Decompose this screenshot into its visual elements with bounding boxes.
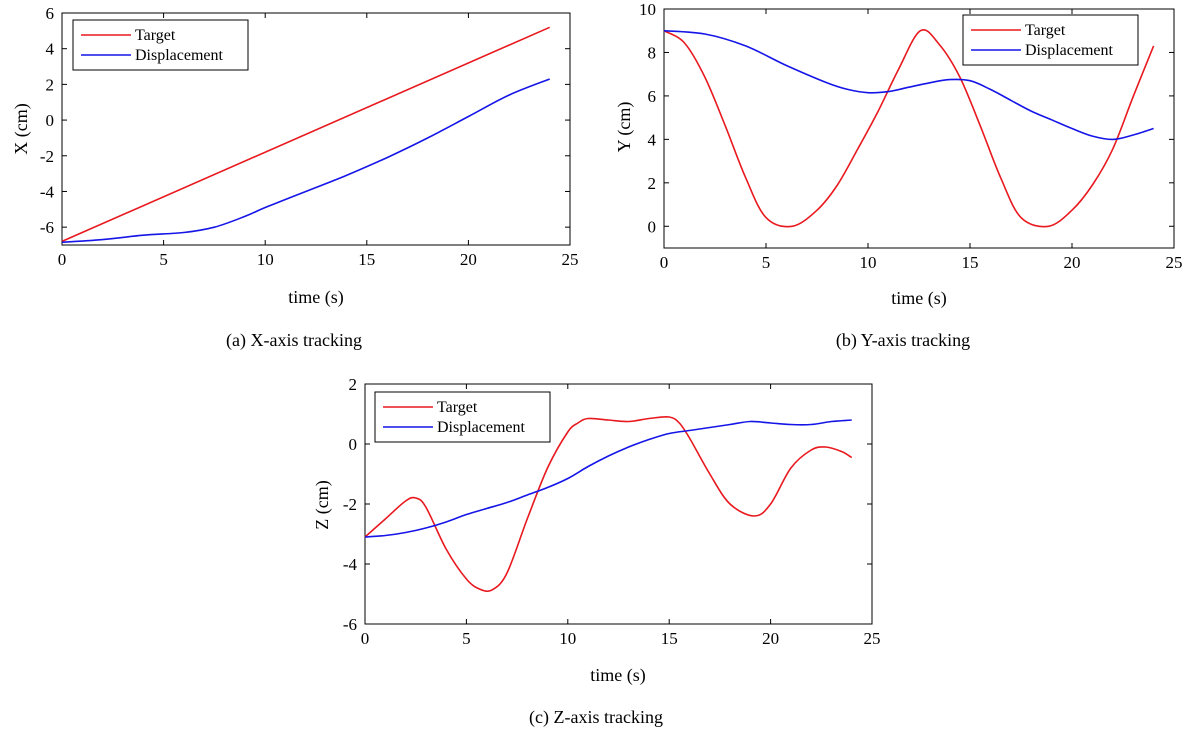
y-tick-label-y: 10 xyxy=(639,0,656,19)
panel-z-axis-tracking: 0 5 10 15 20 25 -6 -4 -2 0 2 Target Displacement tim… xyxy=(312,375,881,728)
series-line-displacement-z xyxy=(364,419,852,538)
series-line-target-y xyxy=(663,29,1155,228)
x-tick-label-y: 25 xyxy=(1166,253,1183,272)
y-tick-label-y: 6 xyxy=(648,87,657,106)
legend-box-x xyxy=(72,19,249,71)
y-tick-label-x: 6 xyxy=(46,4,55,23)
y-tick-label-x: -2 xyxy=(40,147,54,166)
ylabel-x: X (cm) xyxy=(11,103,32,154)
x-tick-label-y: 5 xyxy=(762,253,771,272)
x-tick-label-y: 0 xyxy=(660,253,669,272)
x-tick-label-x: 10 xyxy=(257,250,274,269)
x-tick-label-y: 15 xyxy=(962,253,979,272)
plot-marks-x: 0 5 10 15 20 25 -6 -4 -2 0 2 4 6 Target Displacement xyxy=(40,4,579,269)
y-tick-label-y: 2 xyxy=(648,174,657,193)
plot-marks-y: 0 5 10 15 20 25 0 2 4 6 8 10 Target Displacement xyxy=(639,0,1183,272)
legend-label-target-x: Target xyxy=(135,27,176,44)
x-tick-label-x: 15 xyxy=(358,250,375,269)
y-tick-label-x: 4 xyxy=(46,40,55,59)
ylabel-z: Z (cm) xyxy=(312,480,333,529)
x-tick-label-x: 20 xyxy=(460,250,477,269)
x-tick-label-y: 10 xyxy=(860,253,877,272)
x-tick-label-x: 25 xyxy=(562,250,579,269)
series-line-target-z xyxy=(364,416,853,593)
legend-label-displacement-y: Displacement xyxy=(1025,42,1114,59)
x-tick-label-z: 25 xyxy=(864,629,881,648)
x-tick-label-z: 20 xyxy=(762,629,779,648)
legend-box-z xyxy=(374,391,551,443)
y-tick-label-z: 2 xyxy=(349,375,358,394)
x-tick-label-y: 20 xyxy=(1064,253,1081,272)
x-tick-label-x: 5 xyxy=(159,250,168,269)
y-tick-label-x: 0 xyxy=(46,111,55,130)
legend-label-target-y: Target xyxy=(1025,22,1066,39)
xlabel-z: time (s) xyxy=(590,665,646,686)
series-line-target-x xyxy=(61,26,551,243)
ylabel-y: Y (cm) xyxy=(614,102,635,153)
y-tick-label-z: -4 xyxy=(343,555,358,574)
caption-y: (b) Y-axis tracking xyxy=(836,330,970,351)
x-tick-label-z: 10 xyxy=(559,629,576,648)
y-tick-label-y: 8 xyxy=(648,43,657,62)
y-tick-label-z: -6 xyxy=(343,615,357,634)
y-tick-label-z: 0 xyxy=(349,435,358,454)
legend-box-y xyxy=(962,14,1139,66)
legend-label-displacement-x: Displacement xyxy=(135,47,224,64)
y-tick-label-y: 4 xyxy=(648,130,657,149)
series-line-displacement-x xyxy=(61,78,550,244)
x-tick-label-z: 15 xyxy=(661,629,678,648)
xlabel-y: time (s) xyxy=(891,288,947,309)
panel-x-axis-tracking: 0 5 10 15 20 25 -6 -4 -2 0 2 4 6 Target Displacement t… xyxy=(11,4,579,351)
y-tick-label-x: 2 xyxy=(46,75,55,94)
x-tick-label-z: 0 xyxy=(361,629,370,648)
panel-y-axis-tracking: 0 5 10 15 20 25 0 2 4 6 8 10 Target Displacement time… xyxy=(614,0,1183,351)
caption-z: (c) Z-axis tracking xyxy=(529,707,663,728)
y-tick-label-x: -4 xyxy=(40,182,55,201)
y-tick-label-x: -6 xyxy=(40,218,54,237)
x-tick-label-z: 5 xyxy=(462,629,471,648)
series-line-displacement-y xyxy=(663,29,1154,141)
y-tick-label-z: -2 xyxy=(343,495,357,514)
y-tick-label-y: 0 xyxy=(648,217,657,236)
x-tick-label-x: 0 xyxy=(58,250,67,269)
caption-x: (a) X-axis tracking xyxy=(226,330,362,351)
xlabel-x: time (s) xyxy=(288,287,344,308)
legend-label-target-z: Target xyxy=(437,399,478,416)
legend-label-displacement-z: Displacement xyxy=(437,419,526,436)
plot-marks-z: 0 5 10 15 20 25 -6 -4 -2 0 2 Target Displacement xyxy=(343,375,881,648)
